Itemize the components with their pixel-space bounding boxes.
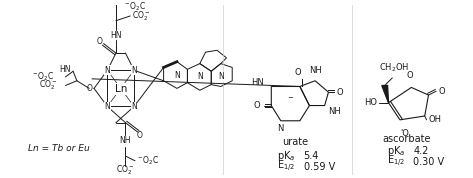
Text: N: N bbox=[278, 124, 284, 133]
Polygon shape bbox=[382, 85, 388, 103]
Text: $^-$O$_2$C: $^-$O$_2$C bbox=[123, 0, 146, 13]
Text: O: O bbox=[438, 87, 445, 96]
Text: 'O: 'O bbox=[400, 129, 409, 138]
Text: $^-$O$_2$C: $^-$O$_2$C bbox=[136, 155, 159, 167]
Text: N: N bbox=[131, 102, 137, 111]
Text: E$_{1/2}$: E$_{1/2}$ bbox=[277, 159, 295, 174]
Text: CO$_2^-$: CO$_2^-$ bbox=[132, 9, 151, 23]
Text: CO$_2^-$: CO$_2^-$ bbox=[39, 79, 58, 92]
Text: urate: urate bbox=[282, 137, 308, 147]
Text: O: O bbox=[137, 131, 143, 140]
Text: pK$_a$: pK$_a$ bbox=[386, 144, 405, 158]
Text: CH$_2$OH: CH$_2$OH bbox=[379, 62, 409, 74]
Text: O: O bbox=[97, 37, 103, 46]
Text: 0.30 V: 0.30 V bbox=[413, 157, 445, 167]
Text: 4.2: 4.2 bbox=[413, 146, 429, 156]
Text: N: N bbox=[218, 72, 224, 82]
Text: N: N bbox=[174, 70, 180, 80]
Text: 5.4: 5.4 bbox=[304, 151, 319, 161]
Text: Ln: Ln bbox=[114, 84, 127, 94]
Text: O: O bbox=[295, 68, 301, 77]
Text: O: O bbox=[406, 71, 413, 80]
Text: O: O bbox=[253, 101, 260, 110]
Text: ascorbate: ascorbate bbox=[382, 134, 431, 144]
Text: O: O bbox=[87, 84, 92, 93]
Text: N: N bbox=[105, 66, 110, 75]
Text: Ln = Tb or Eu: Ln = Tb or Eu bbox=[28, 144, 90, 153]
Text: OH: OH bbox=[429, 115, 441, 124]
Text: NH: NH bbox=[120, 136, 131, 145]
Text: NH: NH bbox=[309, 66, 322, 75]
Text: E$_{1/2}$: E$_{1/2}$ bbox=[386, 154, 405, 169]
Text: O: O bbox=[336, 88, 343, 97]
Text: HN: HN bbox=[60, 65, 71, 74]
Text: $^-$O$_2$C: $^-$O$_2$C bbox=[31, 71, 54, 83]
Text: 0.59 V: 0.59 V bbox=[304, 161, 335, 172]
Text: $^{-}$: $^{-}$ bbox=[287, 95, 294, 105]
Text: N: N bbox=[131, 66, 137, 75]
Text: N: N bbox=[197, 72, 203, 82]
Text: HN: HN bbox=[110, 30, 122, 40]
Text: N: N bbox=[105, 102, 110, 111]
Text: NH: NH bbox=[328, 107, 341, 116]
Text: HO: HO bbox=[364, 98, 377, 107]
Text: HN: HN bbox=[251, 78, 263, 87]
Text: CO$_2^-$: CO$_2^-$ bbox=[116, 164, 135, 177]
Text: pK$_a$: pK$_a$ bbox=[277, 149, 295, 163]
